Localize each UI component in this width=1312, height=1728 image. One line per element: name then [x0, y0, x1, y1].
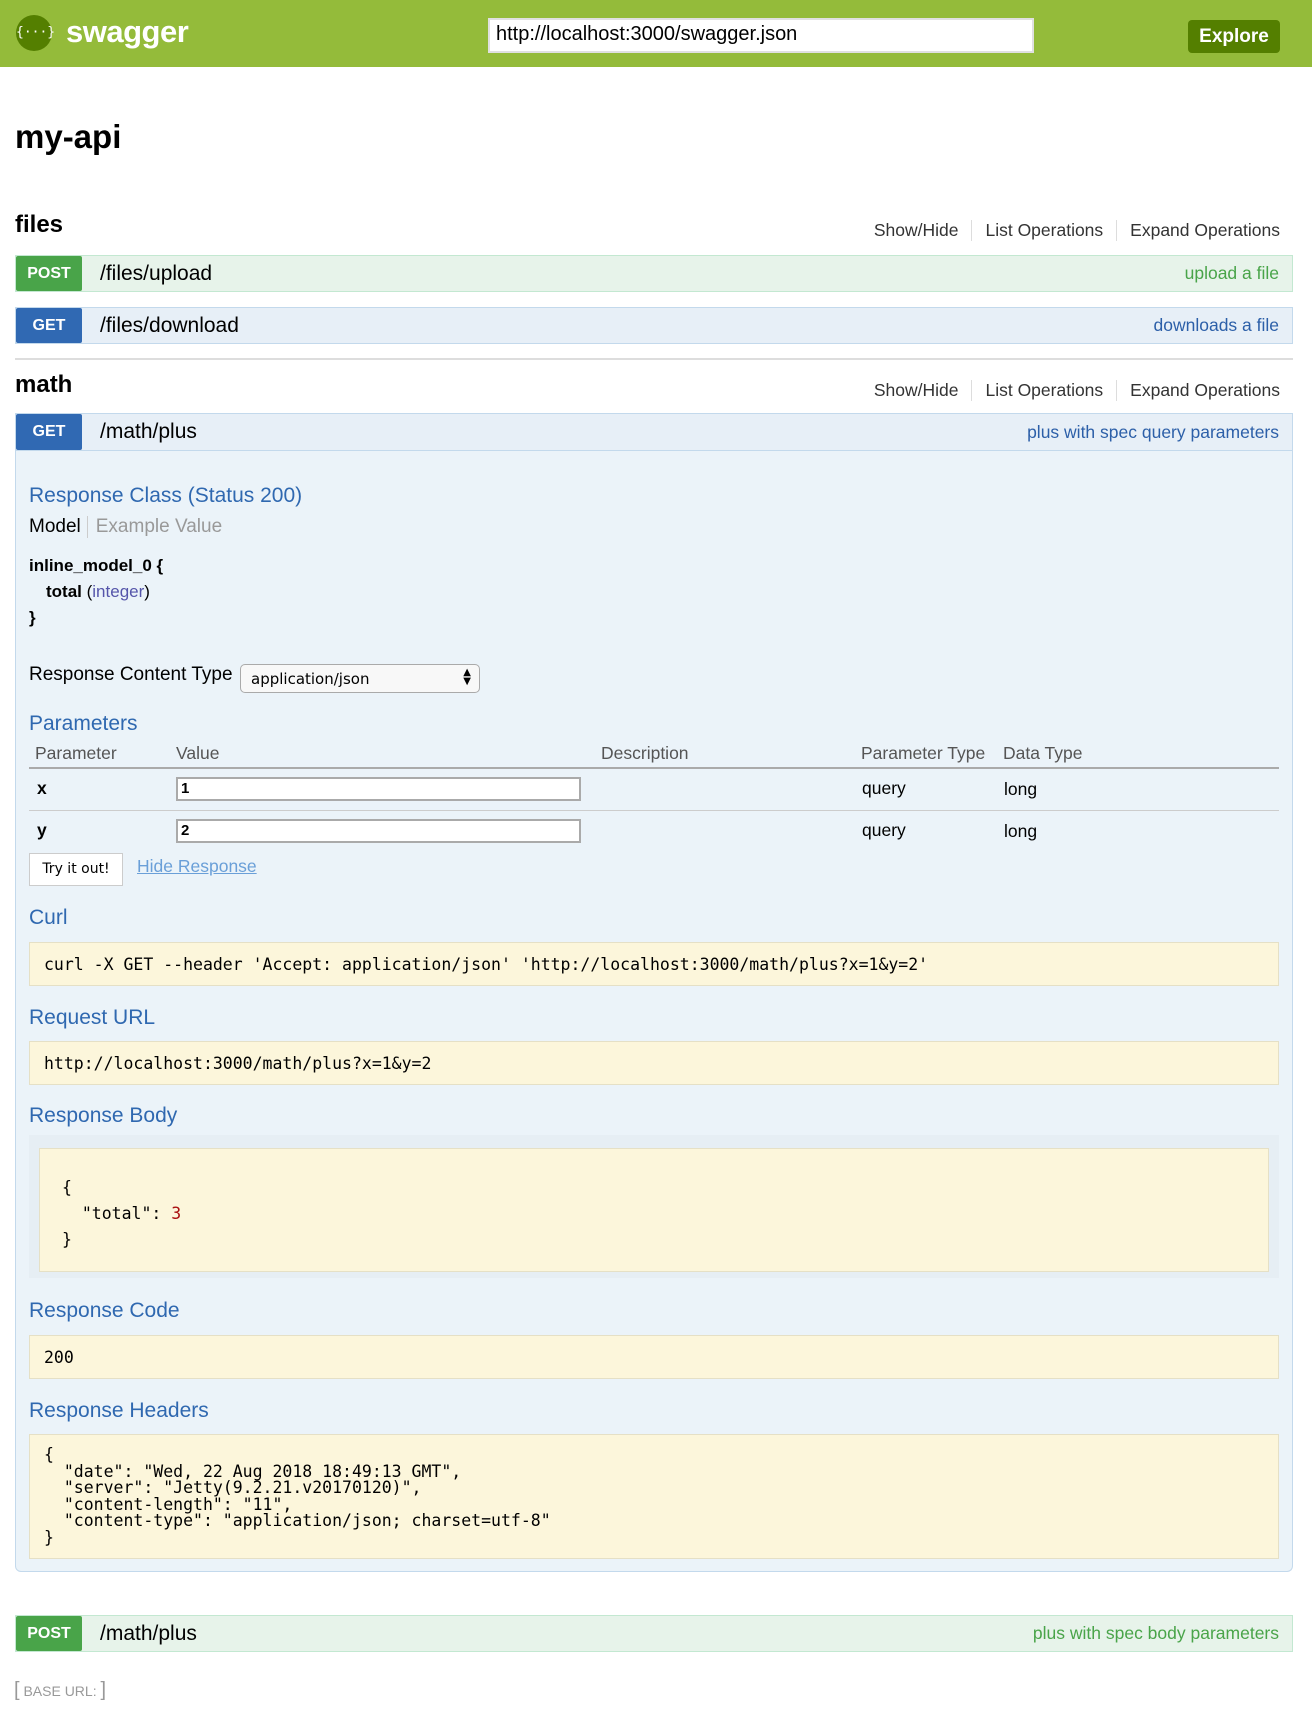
response-headers-box: { "date": "Wed, 22 Aug 2018 18:49:13 GMT… — [29, 1434, 1279, 1559]
field-type: integer — [92, 582, 145, 601]
param-type-y: query — [862, 820, 906, 840]
row-divider — [29, 810, 1279, 811]
param-type-x: query — [862, 778, 906, 798]
expand-operations-link[interactable]: Expand Operations — [1130, 380, 1280, 400]
model-tab[interactable]: Model — [29, 516, 88, 538]
operation-content-panel — [15, 451, 1293, 1572]
operation-path[interactable]: /math/plus — [100, 420, 197, 443]
response-body-json: { "total": 3 } — [62, 1178, 182, 1249]
section-divider — [15, 358, 1293, 360]
param-datatype-x: long — [1004, 779, 1038, 799]
col-parameter-type: Parameter Type — [861, 743, 986, 763]
model-close: } — [29, 608, 36, 627]
list-operations-link[interactable]: List Operations — [972, 220, 1118, 241]
operation-post-files-upload[interactable]: POST /files/upload upload a file — [15, 255, 1293, 292]
curl-box: curl -X GET --header 'Accept: applicatio… — [29, 942, 1279, 986]
response-body-title: Response Body — [29, 1104, 178, 1127]
col-parameter: Parameter — [35, 743, 117, 763]
param-x-input[interactable]: 1 — [176, 777, 581, 801]
section-links-math: Show/Hide List Operations Expand Operati… — [861, 380, 1280, 401]
base-url-footer: [ BASE URL: ] — [14, 1679, 107, 1701]
show-hide-link[interactable]: Show/Hide — [861, 220, 973, 241]
request-url-box: http://localhost:3000/math/plus?x=1&y=2 — [29, 1041, 1279, 1085]
select-value: application/json — [251, 670, 370, 688]
logo-text: swagger — [66, 14, 189, 49]
curl-title: Curl — [29, 906, 68, 929]
param-y-input[interactable]: 2 — [176, 819, 581, 843]
table-header-line — [29, 767, 1279, 769]
json-value: 3 — [171, 1204, 182, 1223]
operation-summary[interactable]: downloads a file — [1153, 315, 1280, 335]
content-type-label: Response Content Type — [29, 664, 233, 685]
method-badge[interactable]: GET — [16, 414, 82, 450]
model-field: total (integer) — [46, 582, 150, 601]
operation-path[interactable]: /math/plus — [100, 1621, 197, 1645]
param-name-x: x — [37, 778, 47, 798]
explore-button[interactable]: Explore — [1188, 20, 1280, 53]
content-type-select[interactable]: application/json ▲ ▼ — [240, 664, 480, 693]
model-tabs: Model Example Value — [29, 516, 222, 538]
response-class-title: Response Class (Status 200) — [29, 484, 303, 507]
expand-operations-link[interactable]: Expand Operations — [1130, 220, 1280, 240]
response-code-box: 200 — [29, 1335, 1279, 1379]
col-data-type: Data Type — [1003, 743, 1083, 763]
method-badge[interactable]: POST — [16, 256, 82, 291]
section-title-math[interactable]: math — [15, 371, 73, 398]
operation-path[interactable]: /files/download — [100, 313, 239, 337]
response-code-title: Response Code — [29, 1299, 180, 1322]
spec-url-input[interactable]: http://localhost:3000/swagger.json — [488, 18, 1034, 53]
example-value-tab[interactable]: Example Value — [95, 516, 223, 537]
model-name: inline_model_0 { — [29, 556, 164, 575]
method-badge[interactable]: POST — [16, 1616, 82, 1651]
col-value: Value — [176, 743, 220, 763]
section-links-files: Show/Hide List Operations Expand Operati… — [861, 220, 1280, 241]
try-it-out-button[interactable]: Try it out! — [29, 853, 123, 886]
response-headers-title: Response Headers — [29, 1399, 209, 1422]
list-operations-link[interactable]: List Operations — [972, 380, 1118, 401]
operation-summary[interactable]: plus with spec query parameters — [1027, 421, 1279, 442]
operation-path[interactable]: /files/upload — [100, 261, 213, 285]
response-headers-json: { "date": "Wed, 22 Aug 2018 18:49:13 GMT… — [44, 1445, 551, 1547]
json-key: "total" — [81, 1204, 152, 1223]
swagger-logo-icon: {···} — [16, 15, 55, 51]
operation-get-files-download[interactable]: GET /files/download downloads a file — [15, 307, 1293, 344]
base-url-label: BASE URL — [23, 1683, 93, 1699]
operation-get-math-plus[interactable]: GET /math/plus plus with spec query para… — [15, 413, 1293, 451]
section-title-files[interactable]: files — [15, 211, 64, 238]
operation-summary[interactable]: plus with spec body parameters — [1032, 1623, 1279, 1643]
select-arrows-icon: ▲ ▼ — [463, 667, 471, 687]
parameters-title: Parameters — [29, 712, 138, 735]
request-url-title: Request URL — [29, 1006, 156, 1029]
field-name: total — [46, 582, 82, 601]
operation-post-math-plus[interactable]: POST /math/plus plus with spec body para… — [15, 1615, 1293, 1652]
show-hide-link[interactable]: Show/Hide — [861, 380, 973, 401]
api-title: my-api — [15, 118, 122, 155]
method-badge[interactable]: GET — [16, 308, 82, 343]
hide-response-link[interactable]: Hide Response — [137, 856, 257, 876]
param-name-y: y — [37, 820, 47, 840]
response-body-box: { "total": 3 } — [39, 1148, 1269, 1272]
col-description: Description — [601, 743, 689, 763]
param-datatype-y: long — [1004, 821, 1038, 841]
operation-summary[interactable]: upload a file — [1184, 263, 1279, 283]
